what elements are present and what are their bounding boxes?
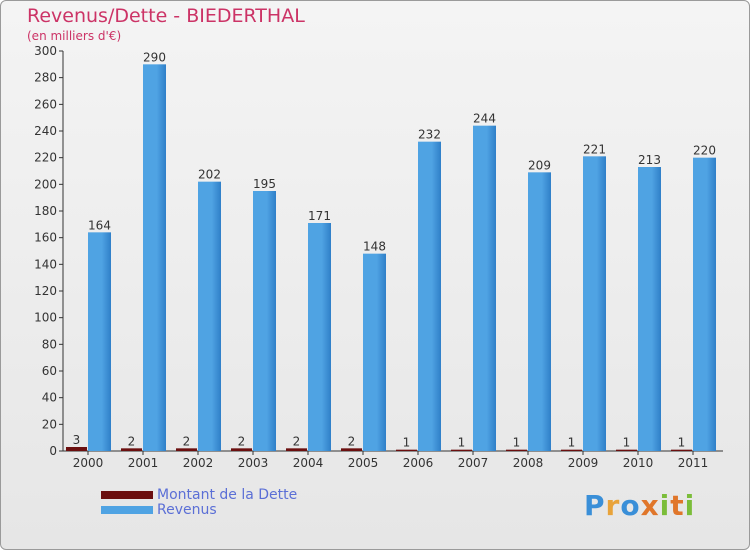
- debt-bar: [561, 449, 582, 451]
- revenue-bar: [638, 167, 661, 451]
- debt-bar: [176, 448, 197, 451]
- y-tick-label: 240: [34, 124, 57, 138]
- x-tick-label: 2001: [128, 456, 159, 470]
- x-tick-label: 2010: [623, 456, 654, 470]
- y-tick-label: 220: [34, 151, 57, 165]
- debt-value-label: 2: [238, 434, 246, 448]
- y-tick-label: 0: [49, 444, 57, 458]
- x-tick-label: 2011: [678, 456, 709, 470]
- chart-title: Revenus/Dette - BIEDERTHAL: [27, 5, 305, 27]
- legend-item-debt: Montant de la Dette: [101, 486, 298, 503]
- y-tick-label: 20: [42, 417, 57, 431]
- debt-bar: [121, 448, 142, 451]
- debt-value-label: 1: [403, 436, 411, 450]
- revenue-value-label: 209: [528, 158, 551, 172]
- y-tick-label: 120: [34, 284, 57, 298]
- debt-value-label: 2: [293, 434, 301, 448]
- debt-value-label: 1: [458, 436, 466, 450]
- revenue-bar: [308, 223, 331, 451]
- revenue-value-label: 213: [638, 153, 661, 167]
- revenue-bar: [253, 191, 276, 451]
- debt-bar: [671, 449, 692, 451]
- x-tick-label: 2000: [73, 456, 104, 470]
- logo-letter: t: [670, 489, 685, 522]
- x-tick-label: 2006: [403, 456, 434, 470]
- revenue-value-label: 195: [253, 177, 276, 191]
- debt-value-label: 1: [568, 436, 576, 450]
- revenue-bar: [473, 125, 496, 452]
- x-tick-label: 2003: [238, 456, 269, 470]
- debt-bar: [231, 448, 252, 451]
- legend-item-revenue: Revenus: [101, 501, 297, 518]
- revenue-bar: [88, 232, 111, 451]
- y-tick-label: 100: [34, 311, 57, 325]
- revenue-bar: [693, 157, 716, 451]
- y-tick-label: 80: [42, 337, 57, 351]
- debt-bar: [396, 449, 417, 451]
- debt-bar: [341, 448, 362, 451]
- revenue-value-label: 220: [693, 144, 716, 158]
- y-tick-label: 300: [34, 44, 57, 58]
- logo-letter: o: [620, 489, 641, 522]
- proxiti-logo: Proxiti: [584, 489, 695, 522]
- y-tick-label: 140: [34, 257, 57, 271]
- revenue-bar: [198, 181, 221, 451]
- y-tick-label: 60: [42, 364, 57, 378]
- revenue-value-label: 290: [143, 50, 166, 64]
- legend-swatch-revenue: [101, 505, 153, 514]
- debt-bar: [286, 448, 307, 451]
- y-tick-label: 280: [34, 71, 57, 85]
- debt-value-label: 2: [183, 434, 191, 448]
- x-tick-label: 2002: [183, 456, 214, 470]
- revenue-value-label: 171: [308, 209, 331, 223]
- logo-letter: P: [584, 489, 606, 522]
- revenue-bar: [363, 253, 386, 451]
- y-tick-label: 260: [34, 97, 57, 111]
- revenue-value-label: 221: [583, 142, 606, 156]
- revenue-value-label: 164: [88, 218, 111, 232]
- debt-value-label: 3: [73, 433, 81, 447]
- debt-bar: [66, 447, 87, 451]
- legend-label-debt: Montant de la Dette: [157, 486, 298, 503]
- logo-letter: r: [605, 489, 621, 522]
- legend-label-revenue: Revenus: [157, 501, 217, 518]
- debt-bar: [506, 449, 527, 451]
- legend: Montant de la Dette Revenus: [101, 486, 298, 518]
- x-tick-label: 2007: [458, 456, 489, 470]
- revenue-value-label: 148: [363, 240, 386, 254]
- legend-swatch-debt: [101, 490, 153, 499]
- x-tick-label: 2009: [568, 456, 599, 470]
- y-tick-label: 200: [34, 177, 57, 191]
- debt-value-label: 1: [678, 436, 686, 450]
- debt-value-label: 2: [348, 434, 356, 448]
- revenue-bar: [583, 156, 606, 452]
- debt-bar: [451, 449, 472, 451]
- revenue-value-label: 244: [473, 112, 496, 126]
- debt-value-label: 1: [513, 436, 521, 450]
- debt-bar: [616, 449, 637, 451]
- debt-value-label: 1: [623, 436, 631, 450]
- debt-value-label: 2: [128, 434, 136, 448]
- x-tick-label: 2005: [348, 456, 379, 470]
- revenue-bar: [418, 141, 441, 451]
- revenue-bar: [528, 172, 551, 452]
- chart-subtitle: (en milliers d'€): [27, 29, 122, 43]
- logo-letter: i: [684, 489, 696, 522]
- revenue-value-label: 232: [418, 128, 441, 142]
- y-tick-label: 160: [34, 231, 57, 245]
- revenue-bar: [143, 64, 166, 452]
- x-tick-label: 2008: [513, 456, 544, 470]
- logo-letter: x: [640, 489, 660, 522]
- logo-letter: i: [659, 489, 671, 522]
- x-tick-label: 2004: [293, 456, 324, 470]
- y-tick-label: 40: [42, 391, 57, 405]
- revenue-value-label: 202: [198, 168, 221, 182]
- y-tick-label: 180: [34, 204, 57, 218]
